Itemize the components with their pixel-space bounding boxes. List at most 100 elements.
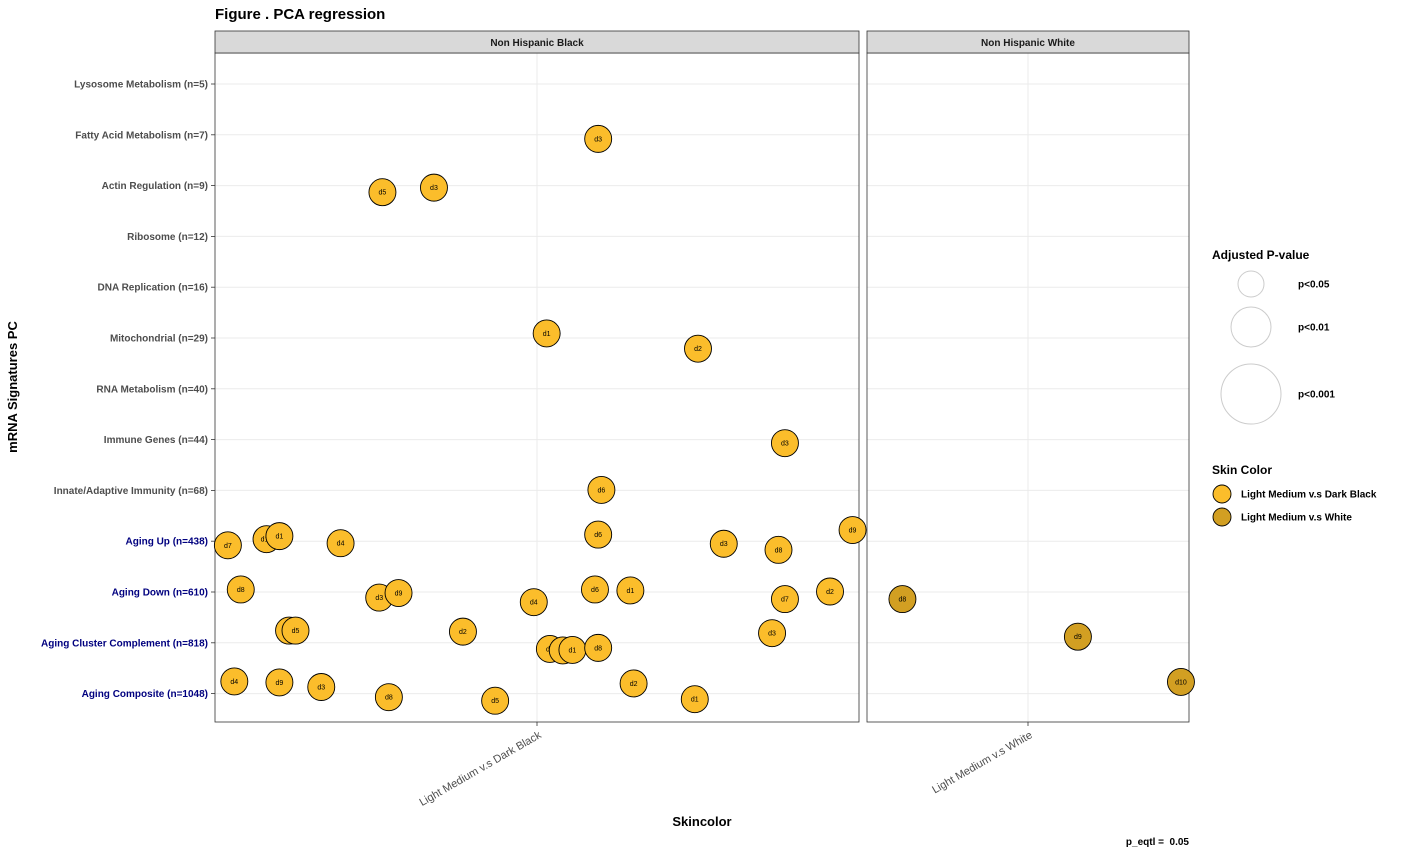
data-point-label: d9 <box>849 528 857 535</box>
data-point: d1 <box>680 685 709 714</box>
data-point: d4 <box>326 529 355 558</box>
data-point-label: d1 <box>276 534 284 541</box>
y-tick-label: Aging Down (n=610) <box>112 588 208 599</box>
y-axis-tick-labels: Lysosome Metabolism (n=5) Fatty Acid Meta… <box>41 80 215 700</box>
data-point-marker <box>770 429 799 458</box>
y-tick-label: Lysosome Metabolism (n=5) <box>74 80 208 91</box>
data-point: d4 <box>220 667 249 696</box>
data-point: d2 <box>684 334 712 363</box>
data-point-label: d10 <box>1175 679 1187 686</box>
x-axis-tick-labels: Light Medium v.s Dark Black Light Medium … <box>417 729 1034 809</box>
legend-size-title: Adjusted P-value <box>1212 248 1310 262</box>
data-point-marker <box>816 577 844 606</box>
legend-size-key <box>1237 270 1265 298</box>
data-point-marker <box>384 579 413 607</box>
data-point-label: d6 <box>591 587 599 594</box>
data-point: d1 <box>265 522 294 551</box>
data-point-label: d8 <box>775 547 783 554</box>
facet-strip-label: Non Hispanic White <box>981 38 1075 49</box>
data-point-marker <box>374 683 403 712</box>
data-point-marker <box>584 633 613 662</box>
data-point-marker <box>684 334 712 363</box>
data-point: d9 <box>838 516 867 544</box>
data-point-marker <box>481 686 510 715</box>
x-tick-label: Light Medium v.s Dark Black <box>417 729 543 809</box>
data-point-marker <box>581 575 609 604</box>
data-points: d3 d5 d3 d2 d1 d3 d6 d7 d10 d1 d4 d6 d3 d8 d9 d7 d8 d3 d9 d… <box>213 124 1195 715</box>
data-point-label: d3 <box>720 541 728 548</box>
legend-size-key <box>1230 306 1272 348</box>
legend-color-key <box>1212 507 1232 527</box>
data-point-label: d1 <box>543 331 551 338</box>
data-point-label: d2 <box>459 629 467 636</box>
data-point-label: d8 <box>237 587 245 594</box>
data-point-label: d5 <box>379 190 387 197</box>
data-point: d9 <box>1063 622 1092 651</box>
data-point: d3 <box>709 529 738 558</box>
data-point: d8 <box>764 535 793 564</box>
data-point: d8 <box>584 633 613 662</box>
x-tick-label: Light Medium v.s White <box>930 729 1034 796</box>
data-point-label: d8 <box>594 645 602 652</box>
data-point-label: d8 <box>385 695 393 702</box>
x-axis-title: Skincolor <box>672 814 731 829</box>
data-point-label: d8 <box>899 597 907 604</box>
data-point-marker <box>265 668 294 697</box>
data-point: d2 <box>816 577 844 606</box>
legend-color-label: Light Medium v.s White <box>1241 513 1352 524</box>
data-point-marker <box>838 516 867 544</box>
data-point-label: d7 <box>781 597 789 604</box>
data-point-label: d9 <box>1074 634 1082 641</box>
data-point-marker <box>1063 622 1092 651</box>
data-point: d10 <box>1166 667 1195 696</box>
caption: p_eqtl = 0.05 <box>1126 837 1190 848</box>
data-point-marker <box>1166 667 1195 696</box>
data-point-marker <box>680 685 709 714</box>
data-point-label: d3 <box>430 185 438 192</box>
y-axis-title: mRNA Signatures PC <box>5 321 20 453</box>
data-point-label: d5 <box>491 698 499 705</box>
legend: Adjusted P-value Skin Color p<0.05 p<0.01… <box>1212 248 1377 527</box>
y-tick-label: Mitochondrial (n=29) <box>110 334 208 345</box>
data-point-label: d1 <box>569 647 577 654</box>
data-point: d1 <box>616 576 645 605</box>
y-tick-label: Innate/Adaptive Immunity (n=68) <box>54 486 208 497</box>
data-point-marker <box>758 619 787 648</box>
data-point-label: d9 <box>276 680 284 687</box>
data-point-label: d3 <box>594 136 602 143</box>
data-point: d8 <box>374 683 403 712</box>
data-point-label: d5 <box>292 628 300 635</box>
data-point-label: d2 <box>694 346 702 353</box>
data-point: d5 <box>481 686 510 715</box>
data-point-marker <box>307 673 336 701</box>
data-point-marker <box>619 669 648 698</box>
data-point-marker <box>584 124 613 153</box>
data-point: d5 <box>281 616 310 645</box>
data-point-marker <box>709 529 738 558</box>
data-point-marker <box>420 173 448 202</box>
y-tick-label: Aging Up (n=438) <box>125 537 208 548</box>
data-point-marker <box>764 535 793 564</box>
data-point-label: d4 <box>230 679 238 686</box>
y-tick-label: Aging Composite (n=1048) <box>82 689 208 700</box>
data-point-marker <box>616 576 645 605</box>
data-point-marker <box>519 588 548 617</box>
data-point: d8 <box>226 575 255 604</box>
legend-color-title: Skin Color <box>1212 463 1272 477</box>
data-point: d1 <box>558 635 587 664</box>
plot-panels: Non Hispanic Black Non Hispanic White <box>214 30 1190 726</box>
data-point-marker <box>888 585 917 614</box>
data-point-label: d7 <box>224 543 232 550</box>
legend-size-label: p<0.05 <box>1298 280 1330 291</box>
data-point-marker <box>213 531 242 560</box>
data-point: d4 <box>519 588 548 617</box>
data-point-label: d1 <box>691 697 699 704</box>
data-point: d7 <box>770 585 799 614</box>
data-point: d3 <box>770 429 799 458</box>
facet-strip <box>214 30 860 54</box>
data-point-marker <box>532 319 561 348</box>
data-point-marker <box>326 529 355 558</box>
data-point: d5 <box>368 178 397 207</box>
facet-panel: Non Hispanic Black <box>214 30 860 726</box>
